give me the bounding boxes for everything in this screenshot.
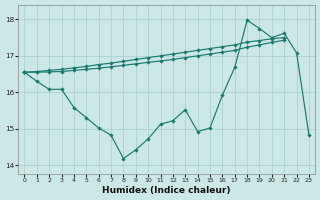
- X-axis label: Humidex (Indice chaleur): Humidex (Indice chaleur): [102, 186, 231, 195]
